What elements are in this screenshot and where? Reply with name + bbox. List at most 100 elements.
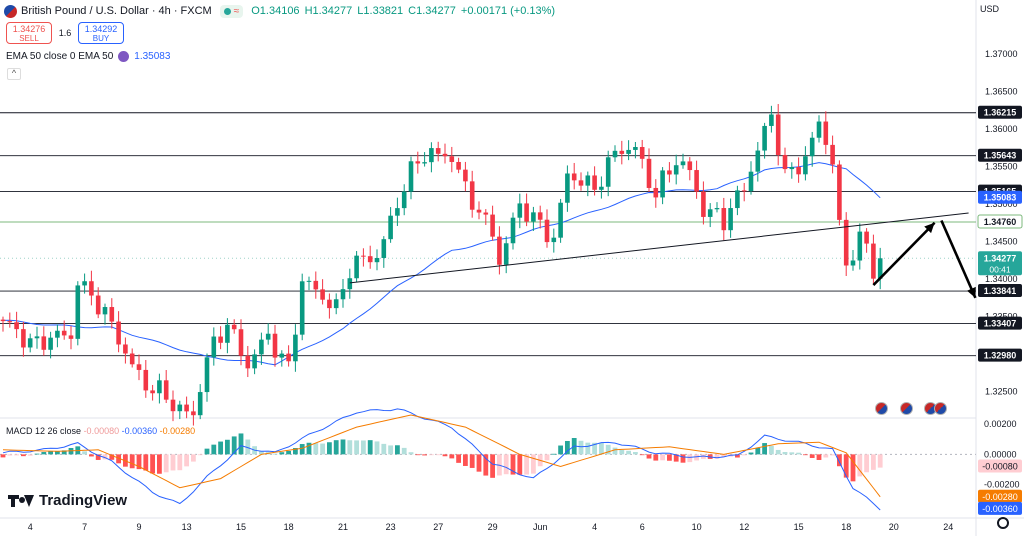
candle-up	[299, 281, 305, 335]
projection-arrow-up-shaft[interactable]	[872, 221, 936, 286]
macd-histogram-bar	[483, 454, 489, 476]
event-flag-icon[interactable]	[934, 402, 947, 415]
ascending-trendline[interactable]	[349, 212, 969, 284]
candle-down	[129, 353, 135, 365]
macd-histogram-bar	[837, 454, 842, 467]
macd-histogram-bar	[340, 439, 346, 455]
macd-histogram-bar	[748, 452, 754, 455]
candle-up	[333, 299, 339, 309]
candle-up	[735, 190, 740, 209]
macd-histogram-bar	[0, 454, 6, 458]
currency-label[interactable]: USD	[980, 4, 1000, 14]
candle-up	[707, 209, 713, 217]
candle-down	[95, 295, 101, 315]
sell-button[interactable]: 1.34276 SELL	[6, 22, 52, 44]
macd-histogram-bar	[619, 450, 625, 455]
tradingview-logo[interactable]: TradingView	[8, 492, 127, 509]
candle-up	[517, 203, 523, 218]
time-tick-label: 23	[386, 522, 396, 532]
macd-histogram-bar	[27, 454, 33, 456]
candle-down	[694, 170, 699, 192]
level-price-label-bg	[978, 148, 1022, 162]
macd-histogram-bar	[279, 452, 285, 455]
candle-down	[483, 212, 489, 215]
macd-histogram-bar	[361, 440, 366, 455]
candle-up	[211, 336, 217, 358]
macd-histogram-bar	[429, 454, 434, 456]
collapse-legend-button[interactable]: ^	[7, 68, 21, 80]
event-flag-icon[interactable]	[900, 402, 913, 415]
macd-histogram-bar	[55, 451, 60, 455]
macd-histogram-bar	[347, 440, 353, 455]
time-tick-label: Jun	[533, 522, 548, 532]
projection-arrow-down-head[interactable]	[967, 286, 976, 298]
candle-up	[599, 186, 604, 190]
time-tick-label: 7	[82, 522, 87, 532]
level-price-label-bg	[978, 105, 1022, 119]
candle-down	[469, 181, 475, 210]
candle-up	[75, 285, 81, 339]
candle-up	[34, 336, 40, 339]
candle-down	[68, 335, 74, 339]
symbol-title[interactable]: British Pound / U.S. Dollar · 4h · FXCM	[21, 5, 212, 17]
macd-histogram-bar	[259, 451, 264, 455]
candle-up	[551, 237, 557, 243]
macd-histogram-bar	[517, 454, 523, 475]
macd-histogram-bar	[755, 447, 761, 455]
candle-down	[524, 203, 529, 222]
candle-down	[497, 236, 502, 265]
projection-arrow-up-head[interactable]	[924, 222, 935, 234]
macd-histogram-bar	[204, 448, 210, 455]
macd-histogram-bar	[82, 451, 87, 455]
candle-up	[252, 354, 257, 369]
time-tick-label: 21	[338, 522, 348, 532]
time-tick-label: 24	[943, 522, 953, 532]
candle-down	[123, 344, 128, 354]
level-price-label: 1.36215	[984, 108, 1017, 118]
candle-down	[653, 187, 659, 198]
macd-histogram-bar	[218, 441, 223, 455]
candle-down	[667, 170, 672, 175]
candle-down	[537, 212, 543, 220]
event-flag-icon[interactable]	[875, 402, 888, 415]
projection-arrow-down-shaft[interactable]	[940, 219, 977, 299]
macd-histogram-bar	[877, 454, 883, 468]
macd-histogram-bar	[646, 454, 652, 459]
market-status-pill[interactable]: ≈	[219, 4, 244, 18]
ema-legend[interactable]: EMA 50 close 0 EMA 50 1.35083	[6, 51, 170, 62]
symbol-header: British Pound / U.S. Dollar · 4h · FXCM …	[4, 3, 560, 19]
macd-legend[interactable]: MACD 12 26 close -0.00080 -0.00360 -0.00…	[6, 426, 195, 436]
candle-up	[102, 307, 108, 315]
candle-down	[272, 333, 278, 358]
macd-histogram-bar	[803, 454, 808, 456]
buy-button[interactable]: 1.34292 BUY	[78, 22, 124, 44]
level-price-label-bg	[978, 284, 1022, 298]
ema-price-label-bg	[978, 190, 1022, 204]
time-tick-label: 13	[182, 522, 192, 532]
candle-down	[327, 299, 332, 309]
candle-down	[544, 219, 550, 243]
price-tick-label: 1.32500	[985, 387, 1018, 397]
time-tick-label: 29	[488, 522, 498, 532]
macd-histogram-bar	[14, 454, 19, 456]
candle-down	[476, 209, 482, 213]
macd-histogram-bar	[694, 454, 699, 461]
macd-hist-axis-label-bg	[978, 459, 1022, 473]
macd-histogram-bar	[578, 440, 584, 455]
macd-histogram-bar	[48, 451, 53, 455]
candle-up	[877, 258, 883, 279]
macd-signal-value: -0.00280	[159, 426, 196, 436]
candle-up	[748, 171, 754, 192]
trade-panel: 1.34276 SELL 1.6 1.34292 BUY	[6, 22, 124, 44]
macd-histogram-bar	[809, 454, 815, 458]
price-tick-label: 1.35500	[985, 161, 1018, 171]
candle-up	[762, 125, 767, 151]
macd-histogram-bar	[782, 451, 788, 455]
macd-histogram-bar	[735, 454, 740, 458]
time-tick-label: 15	[236, 522, 246, 532]
macd-histogram-bar	[197, 454, 203, 456]
macd-histogram-bar	[775, 449, 781, 455]
settings-gear-icon[interactable]	[997, 517, 1009, 529]
candle-down	[361, 255, 366, 257]
